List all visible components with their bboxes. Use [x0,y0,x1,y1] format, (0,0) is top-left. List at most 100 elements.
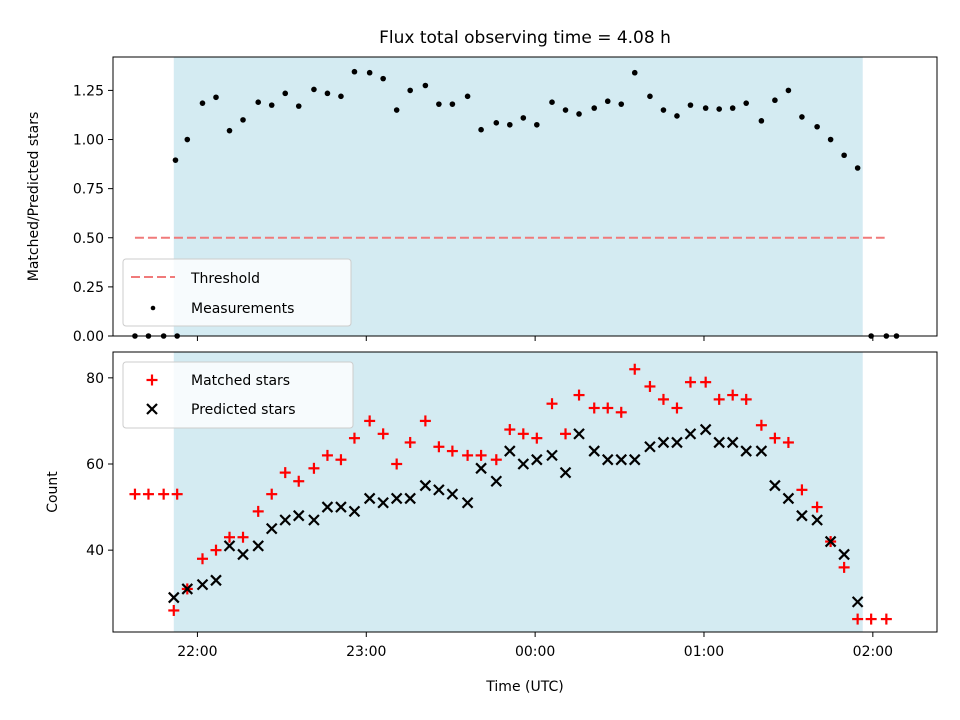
measurement-point [338,93,344,100]
matched-star-point [517,428,529,440]
legend-matched-swatch [146,374,158,386]
predicted-star-point [755,445,768,457]
measurement-point [255,99,262,105]
matched-star-point [158,488,170,500]
predicted-star-point [168,591,180,604]
predicted-star-point [348,505,361,518]
matched-star-point [671,402,683,414]
measurement-point [604,98,611,105]
predicted-star-point [210,574,222,587]
measurement-point [436,101,442,107]
measurement-point [631,69,638,76]
matched-star-point [504,424,516,436]
time-tick-label: 01:00 [684,644,724,660]
measurement-point [380,75,386,82]
matched-star-point [210,544,222,556]
predicted-star-point [559,466,572,479]
predicted-star-point [796,509,808,522]
predicted-star-point [824,535,837,548]
predicted-star-point [615,453,628,466]
legend-predicted-swatch [146,403,158,415]
matched-star-point [129,488,141,500]
measurement-point [702,105,709,111]
predicted-star-point [546,449,558,462]
matched-star-point [391,458,403,470]
predicted-star-point [446,488,459,500]
matched-star-point [796,484,808,496]
count-panel: 40 60 80 22:00 23:00 00:00 01:00 02:00 Count Ti… [45,351,938,695]
matched-star-point [700,376,712,388]
predicted-star-point [684,428,697,440]
count-tick-label: 40 [86,543,104,559]
predicted-star-point [504,445,516,457]
ratio-tick-label: 1.00 [73,133,104,149]
measurement-point [618,101,625,107]
measurement-point [549,99,555,105]
ratio-panel: 0.00 0.25 0.50 0.75 1.00 1.25 Flux total obse… [26,28,938,345]
measurement-point [282,90,289,97]
measurement-point [351,68,358,75]
matched-star-point [335,454,347,466]
predicted-star-point [390,492,403,505]
measurement-point [841,152,847,159]
predicted-star-point [726,436,739,449]
predicted-star-point [223,540,236,552]
predicted-star-point [644,440,656,453]
measurement-point [854,165,861,171]
predicted-star-point [531,453,543,466]
predicted-star-point [404,492,416,505]
predicted-star-point [699,423,712,436]
predicted-star-point [181,583,194,595]
measurement-point [799,114,805,120]
matched-star-point [377,428,389,440]
predicted-star-point [713,436,725,449]
matched-star-point [224,531,236,543]
predicted-star-point [433,484,445,496]
legend-threshold-label: Threshold [190,271,260,287]
measurement-point [687,102,694,108]
measurement-point [213,94,219,101]
count-axis-label: Count [45,471,61,513]
ratio-tick-label: 0.75 [73,182,104,198]
predicted-star-point [308,514,320,526]
legend-measurements-label: Measurements [191,301,294,317]
measurement-point [311,86,317,93]
legend-measurements-swatch [150,305,156,311]
matched-star-point [404,436,416,448]
ratio-legend-box [122,258,352,327]
predicted-star-point [279,514,292,526]
matched-star-point [419,415,431,427]
measurement-point [295,103,302,109]
ratio-panel-frame [112,56,938,337]
matched-star-point [237,531,249,543]
legend-matched-label: Matched stars [191,373,290,389]
measurement-point [507,121,513,128]
predicted-star-point [419,479,432,492]
time-axis-label: Time (UTC) [485,679,563,695]
ratio-legend: Threshold Measurements [122,258,352,327]
matched-star-point [811,501,823,513]
count-axis-ticks: 40 60 80 22:00 23:00 00:00 01:00 02:00 [86,371,893,660]
measurement-point [184,136,191,143]
ratio-axis-ticks: 0.00 0.25 0.50 0.75 1.00 1.25 [73,83,874,345]
matched-star-point [446,445,458,457]
ratio-tick-label: 1.25 [73,83,104,99]
measurement-point [743,100,749,106]
predicted-star-point [782,492,795,505]
matched-star-point [880,613,892,625]
matched-star-point [573,389,585,401]
measurement-point [324,90,331,97]
measurement-point [576,111,582,117]
predicted-star-point [321,501,334,513]
measurement-point [716,106,722,112]
predicted-star-point [740,445,752,457]
time-tick-label: 02:00 [853,644,893,660]
ratio-axis-label: Matched/Predicted stars [26,112,42,282]
matched-star-point [727,389,739,401]
matched-star-point [684,376,696,388]
matched-star-point [852,613,864,625]
matched-star-point [142,488,154,500]
measurement-point [758,118,765,124]
matched-star-point [364,415,376,427]
predicted-star-point [265,522,278,535]
